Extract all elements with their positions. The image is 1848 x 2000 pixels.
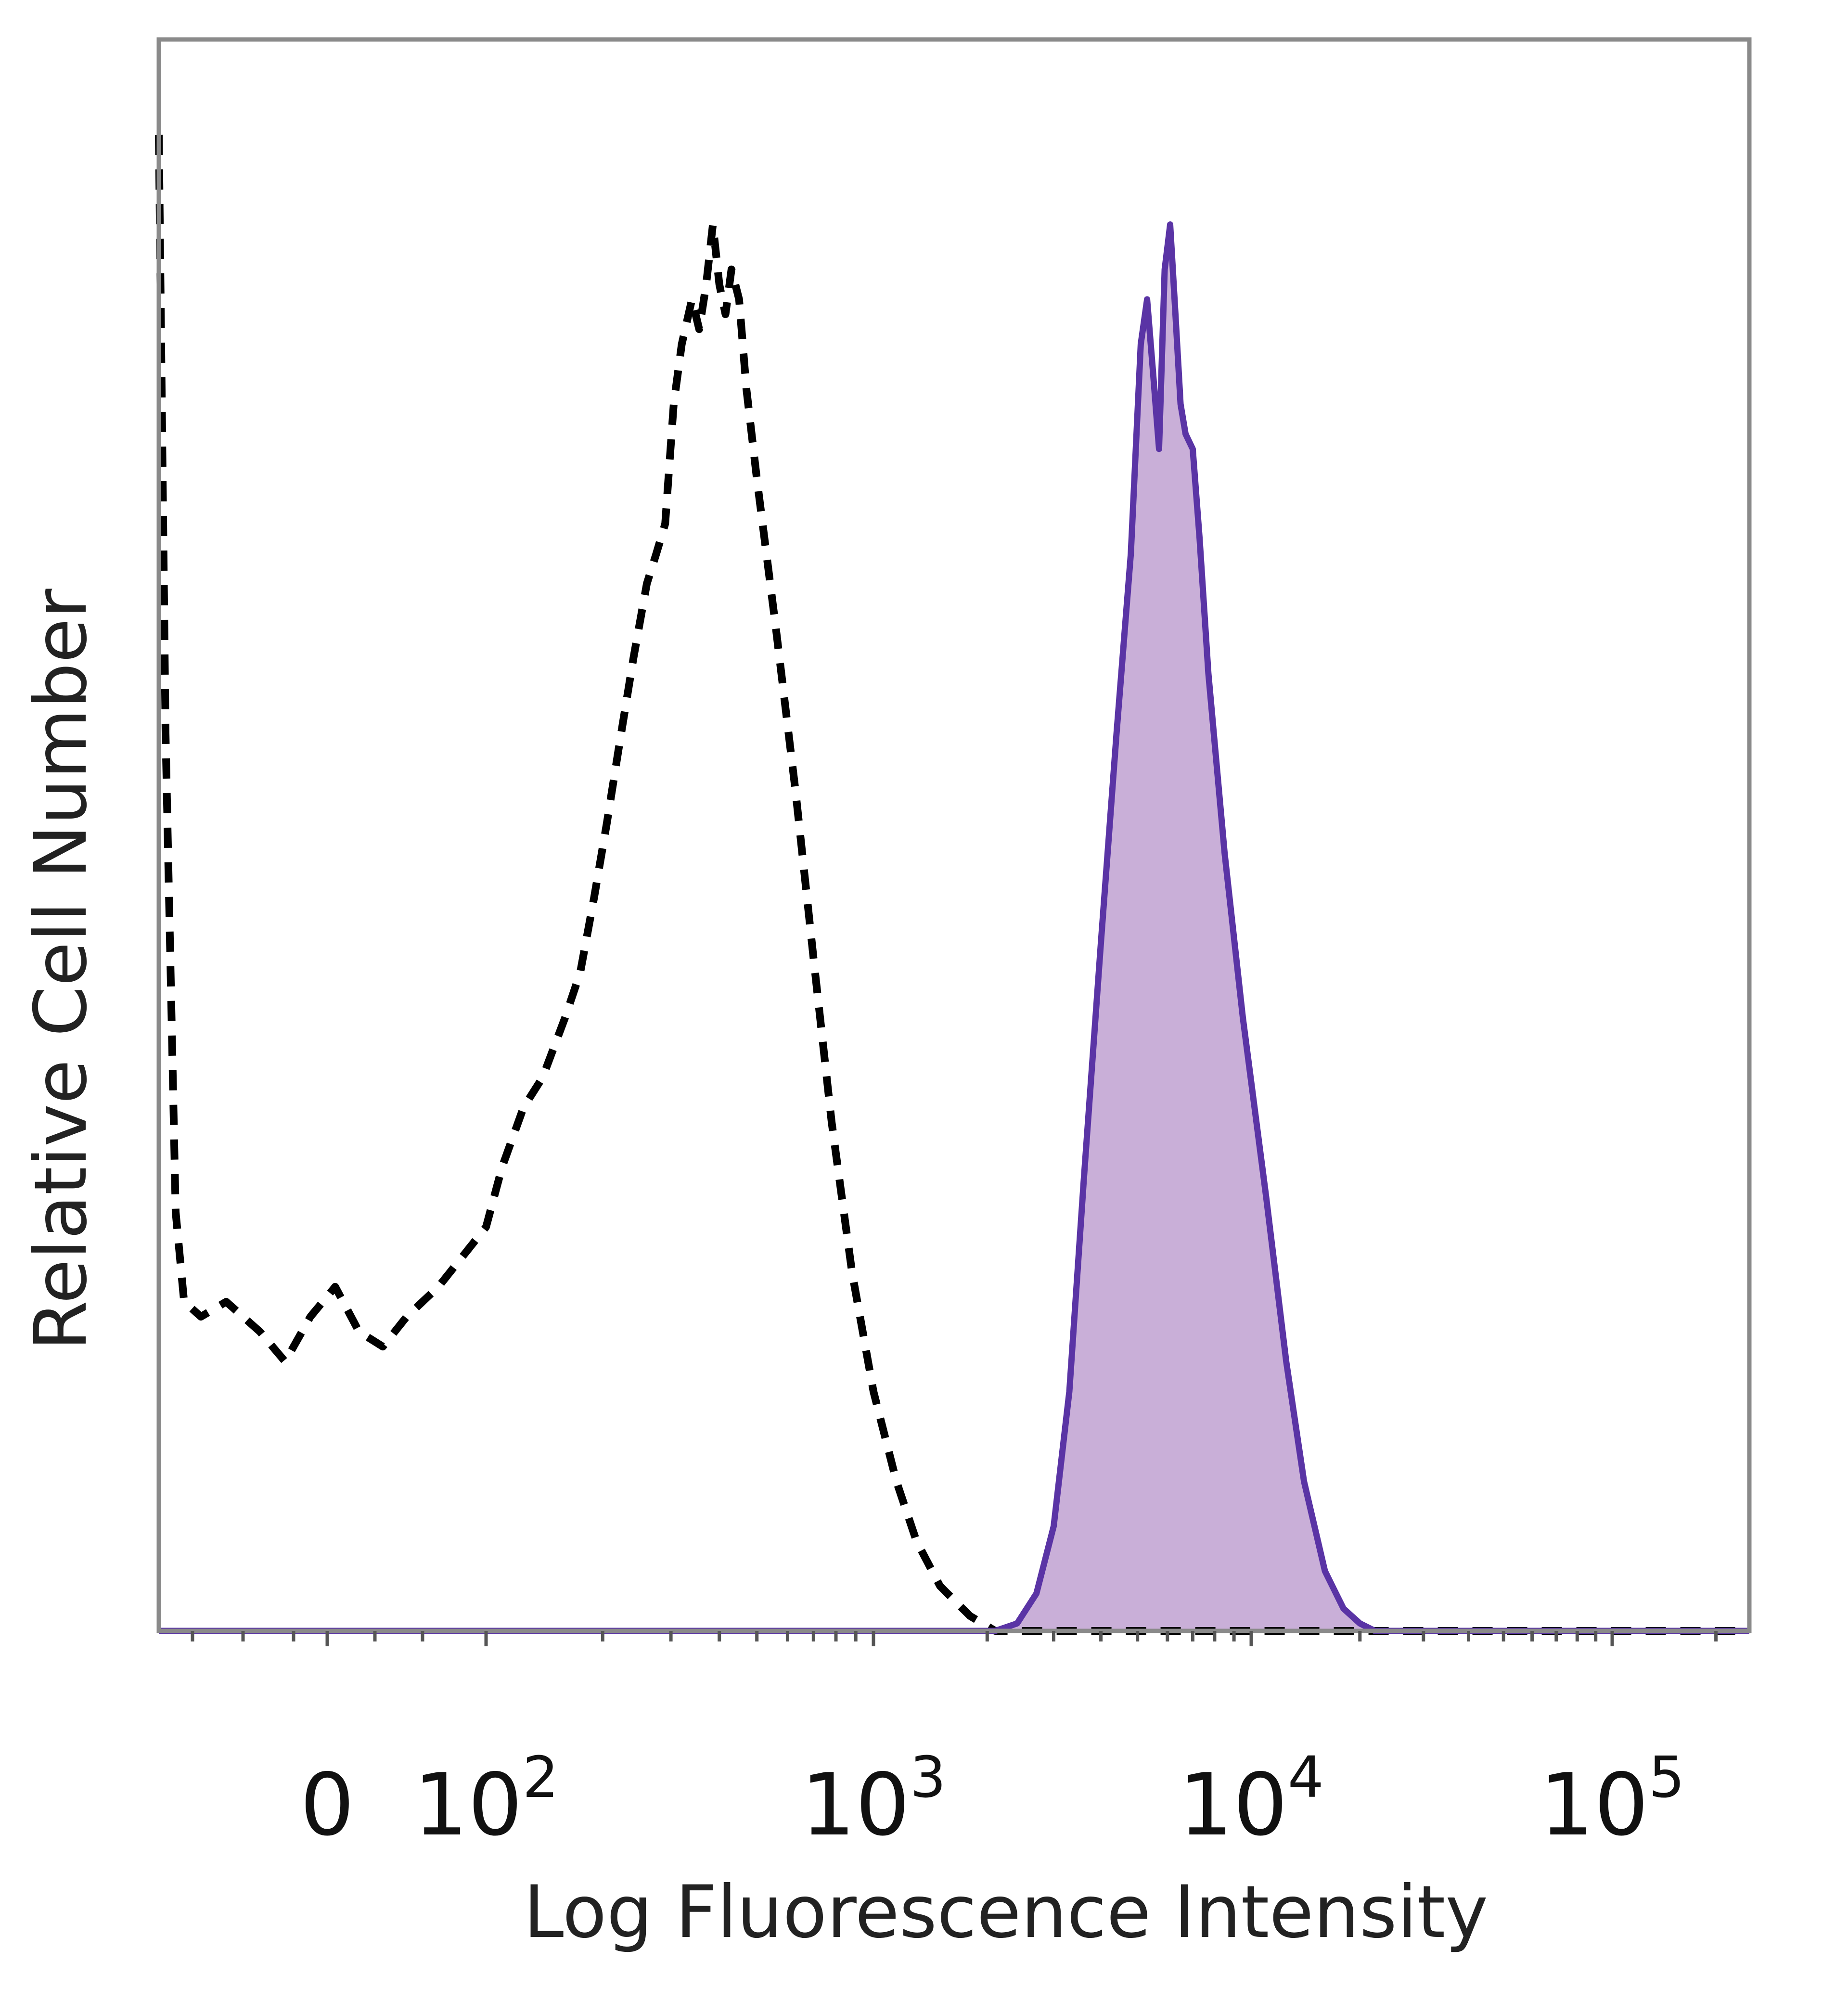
- plot-area: [155, 37, 1752, 1635]
- x-tick-label: 0: [300, 1755, 354, 1855]
- plot-frame: [156, 37, 1752, 1633]
- x-tick-label: 105: [1540, 1744, 1685, 1855]
- series-1-fill: [159, 224, 1749, 1631]
- x-tick-label: 103: [801, 1744, 946, 1855]
- y-axis-title: Relative Cell Number: [19, 589, 103, 1351]
- x-axis-tick-labels: 0 102 103 104 105: [300, 1744, 1684, 1855]
- x-axis-ticks: [191, 1631, 1718, 1646]
- x-axis-title: Log Fluorescence Intensity: [524, 1871, 1488, 1954]
- histogram-lines-layer: [155, 134, 1749, 1635]
- series-0-line: [155, 134, 1749, 1635]
- x-tick-label: 104: [1179, 1744, 1324, 1855]
- series-1-line: [159, 221, 1749, 1634]
- x-tick-label: 102: [413, 1744, 559, 1855]
- filled-histogram-layer: [159, 224, 1749, 1631]
